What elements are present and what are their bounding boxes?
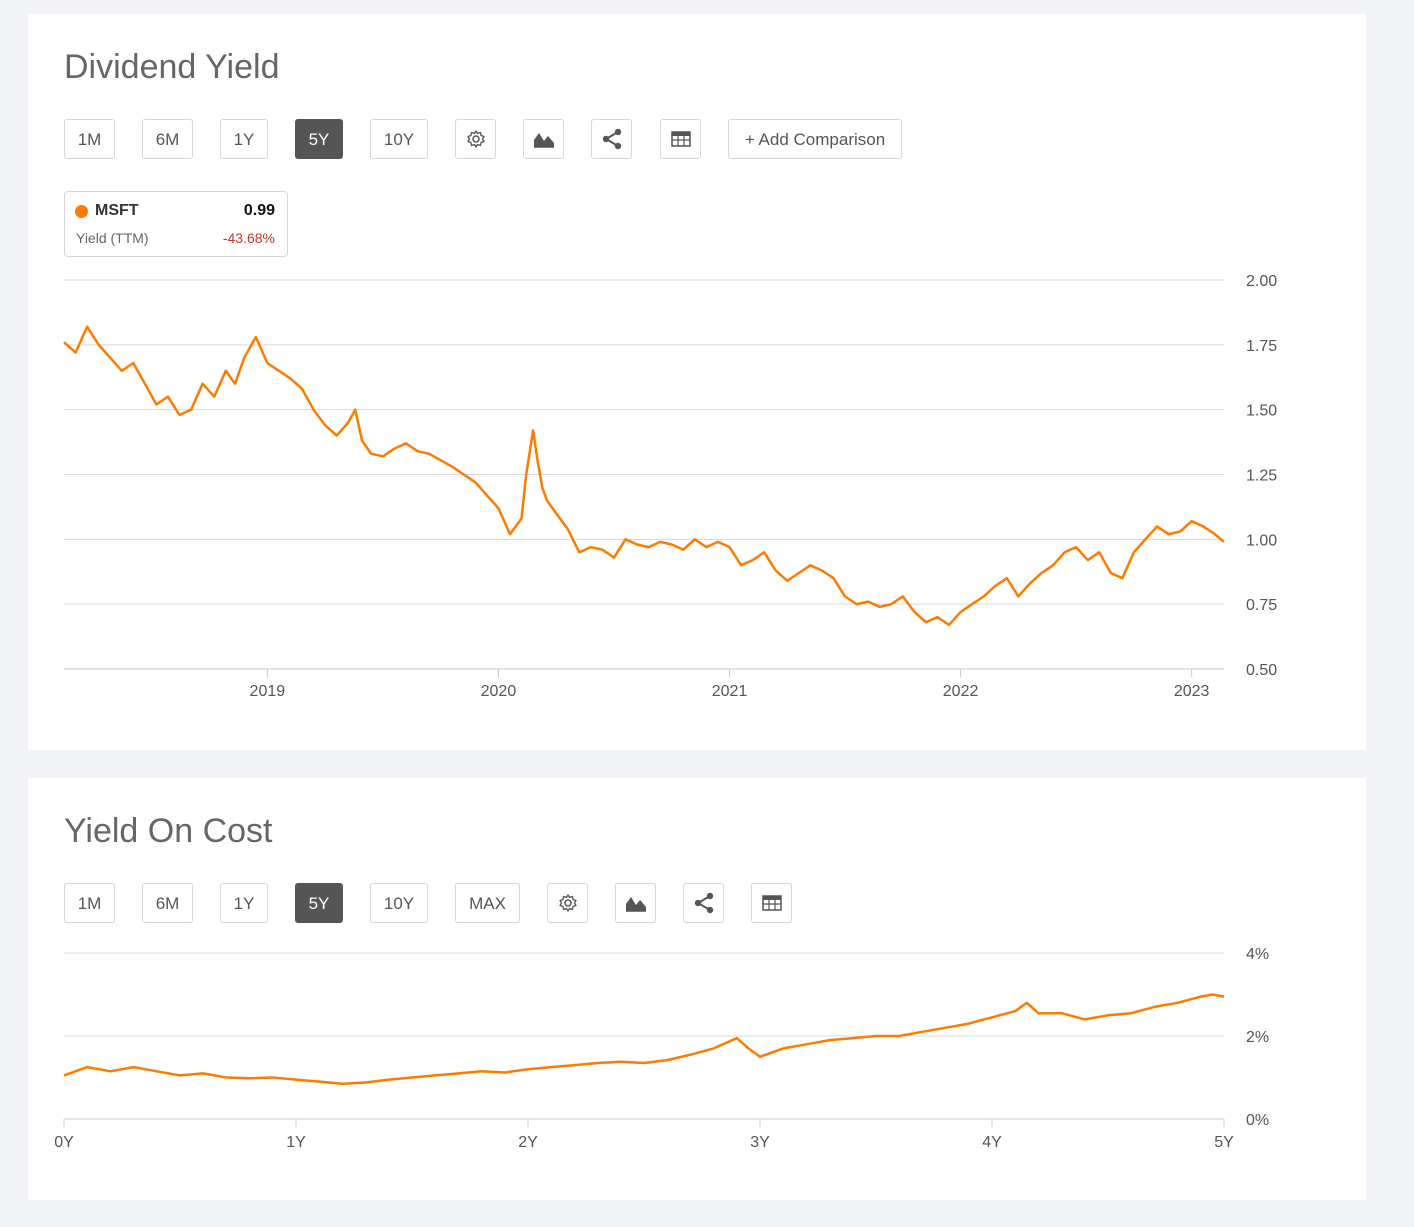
- series-line: [63, 325, 1225, 627]
- x-tick-label: 0Y: [54, 1134, 74, 1151]
- range-1y-button[interactable]: 1Y: [220, 883, 268, 923]
- range-5y-button[interactable]: 5Y: [295, 119, 343, 159]
- y-tick-label: 1.75: [1246, 338, 1277, 355]
- dividend-yield-card: Dividend Yield 1M 6M 1Y 5Y 10Y: [28, 14, 1366, 750]
- x-tick-label: 2022: [943, 683, 979, 700]
- series-legend: MSFT 0.99 Yield (TTM) -43.68%: [64, 191, 288, 257]
- y-tick-label: 0.50: [1246, 662, 1277, 679]
- share-icon: [694, 892, 713, 914]
- x-tick-label: 2Y: [518, 1134, 538, 1151]
- y-tick-label: 4%: [1246, 946, 1269, 963]
- y-tick-label: 0%: [1246, 1112, 1269, 1129]
- range-max-button[interactable]: MAX: [455, 883, 520, 923]
- range-1m-button[interactable]: 1M: [64, 119, 115, 159]
- x-tick-label: 4Y: [982, 1134, 1002, 1151]
- yield-on-cost-card: Yield On Cost 1M 6M 1Y 5Y 10Y MAX: [28, 778, 1366, 1200]
- x-tick-label: 2021: [712, 683, 748, 700]
- table-button[interactable]: [751, 883, 792, 923]
- chart-type-icon: [533, 133, 554, 148]
- series-color-dot: [75, 205, 88, 218]
- x-tick-label: 2023: [1174, 683, 1210, 700]
- x-tick-label: 3Y: [750, 1134, 770, 1151]
- chart-type-button[interactable]: [615, 883, 656, 923]
- range-5y-button[interactable]: 5Y: [295, 883, 343, 923]
- y-tick-label: 1.25: [1246, 468, 1277, 485]
- y-tick-label: 2%: [1246, 1029, 1269, 1046]
- legend-value: 0.99: [243, 202, 275, 219]
- legend-symbol: MSFT: [95, 202, 139, 219]
- share-button[interactable]: [683, 883, 724, 923]
- x-tick-label: 2020: [481, 683, 517, 700]
- chart-title: Yield On Cost: [64, 812, 273, 850]
- chart-type-button[interactable]: [523, 119, 564, 159]
- chart-title: Dividend Yield: [64, 48, 280, 86]
- table-button[interactable]: [660, 119, 701, 159]
- range-10y-button[interactable]: 10Y: [370, 883, 428, 923]
- y-tick-label: 2.00: [1246, 273, 1277, 290]
- chart-type-icon: [625, 897, 646, 912]
- legend-metric: Yield (TTM): [76, 230, 149, 246]
- range-6m-button[interactable]: 6M: [142, 883, 193, 923]
- y-tick-label: 1.00: [1246, 532, 1277, 549]
- x-tick-label: 2019: [250, 683, 286, 700]
- legend-change: -43.68%: [222, 230, 275, 246]
- settings-button[interactable]: [455, 119, 496, 159]
- y-tick-label: 0.75: [1246, 597, 1277, 614]
- x-tick-label: 1Y: [286, 1134, 306, 1151]
- y-tick-label: 1.50: [1246, 403, 1277, 420]
- settings-icon: [558, 894, 577, 912]
- range-10y-button[interactable]: 10Y: [370, 119, 428, 159]
- settings-icon: [466, 130, 485, 148]
- share-button[interactable]: [591, 119, 632, 159]
- yield-on-cost-chart: 4% 2% 0% 0Y 1Y 2Y 3Y 4Y 5Y: [54, 946, 1269, 1151]
- share-icon: [602, 128, 621, 150]
- table-icon: [761, 895, 782, 911]
- range-6m-button[interactable]: 6M: [142, 119, 193, 159]
- range-1y-button[interactable]: 1Y: [220, 119, 268, 159]
- table-icon: [670, 131, 691, 147]
- x-tick-label: 5Y: [1214, 1134, 1234, 1151]
- dividend-yield-chart: 2.00 1.75 1.50 1.25 1.00 0.75 0.50 2019 2020 2021…: [63, 273, 1277, 700]
- range-1m-button[interactable]: 1M: [64, 883, 115, 923]
- settings-button[interactable]: [547, 883, 588, 923]
- add-comparison-button[interactable]: + Add Comparison: [728, 119, 902, 159]
- series-line: [63, 993, 1225, 1085]
